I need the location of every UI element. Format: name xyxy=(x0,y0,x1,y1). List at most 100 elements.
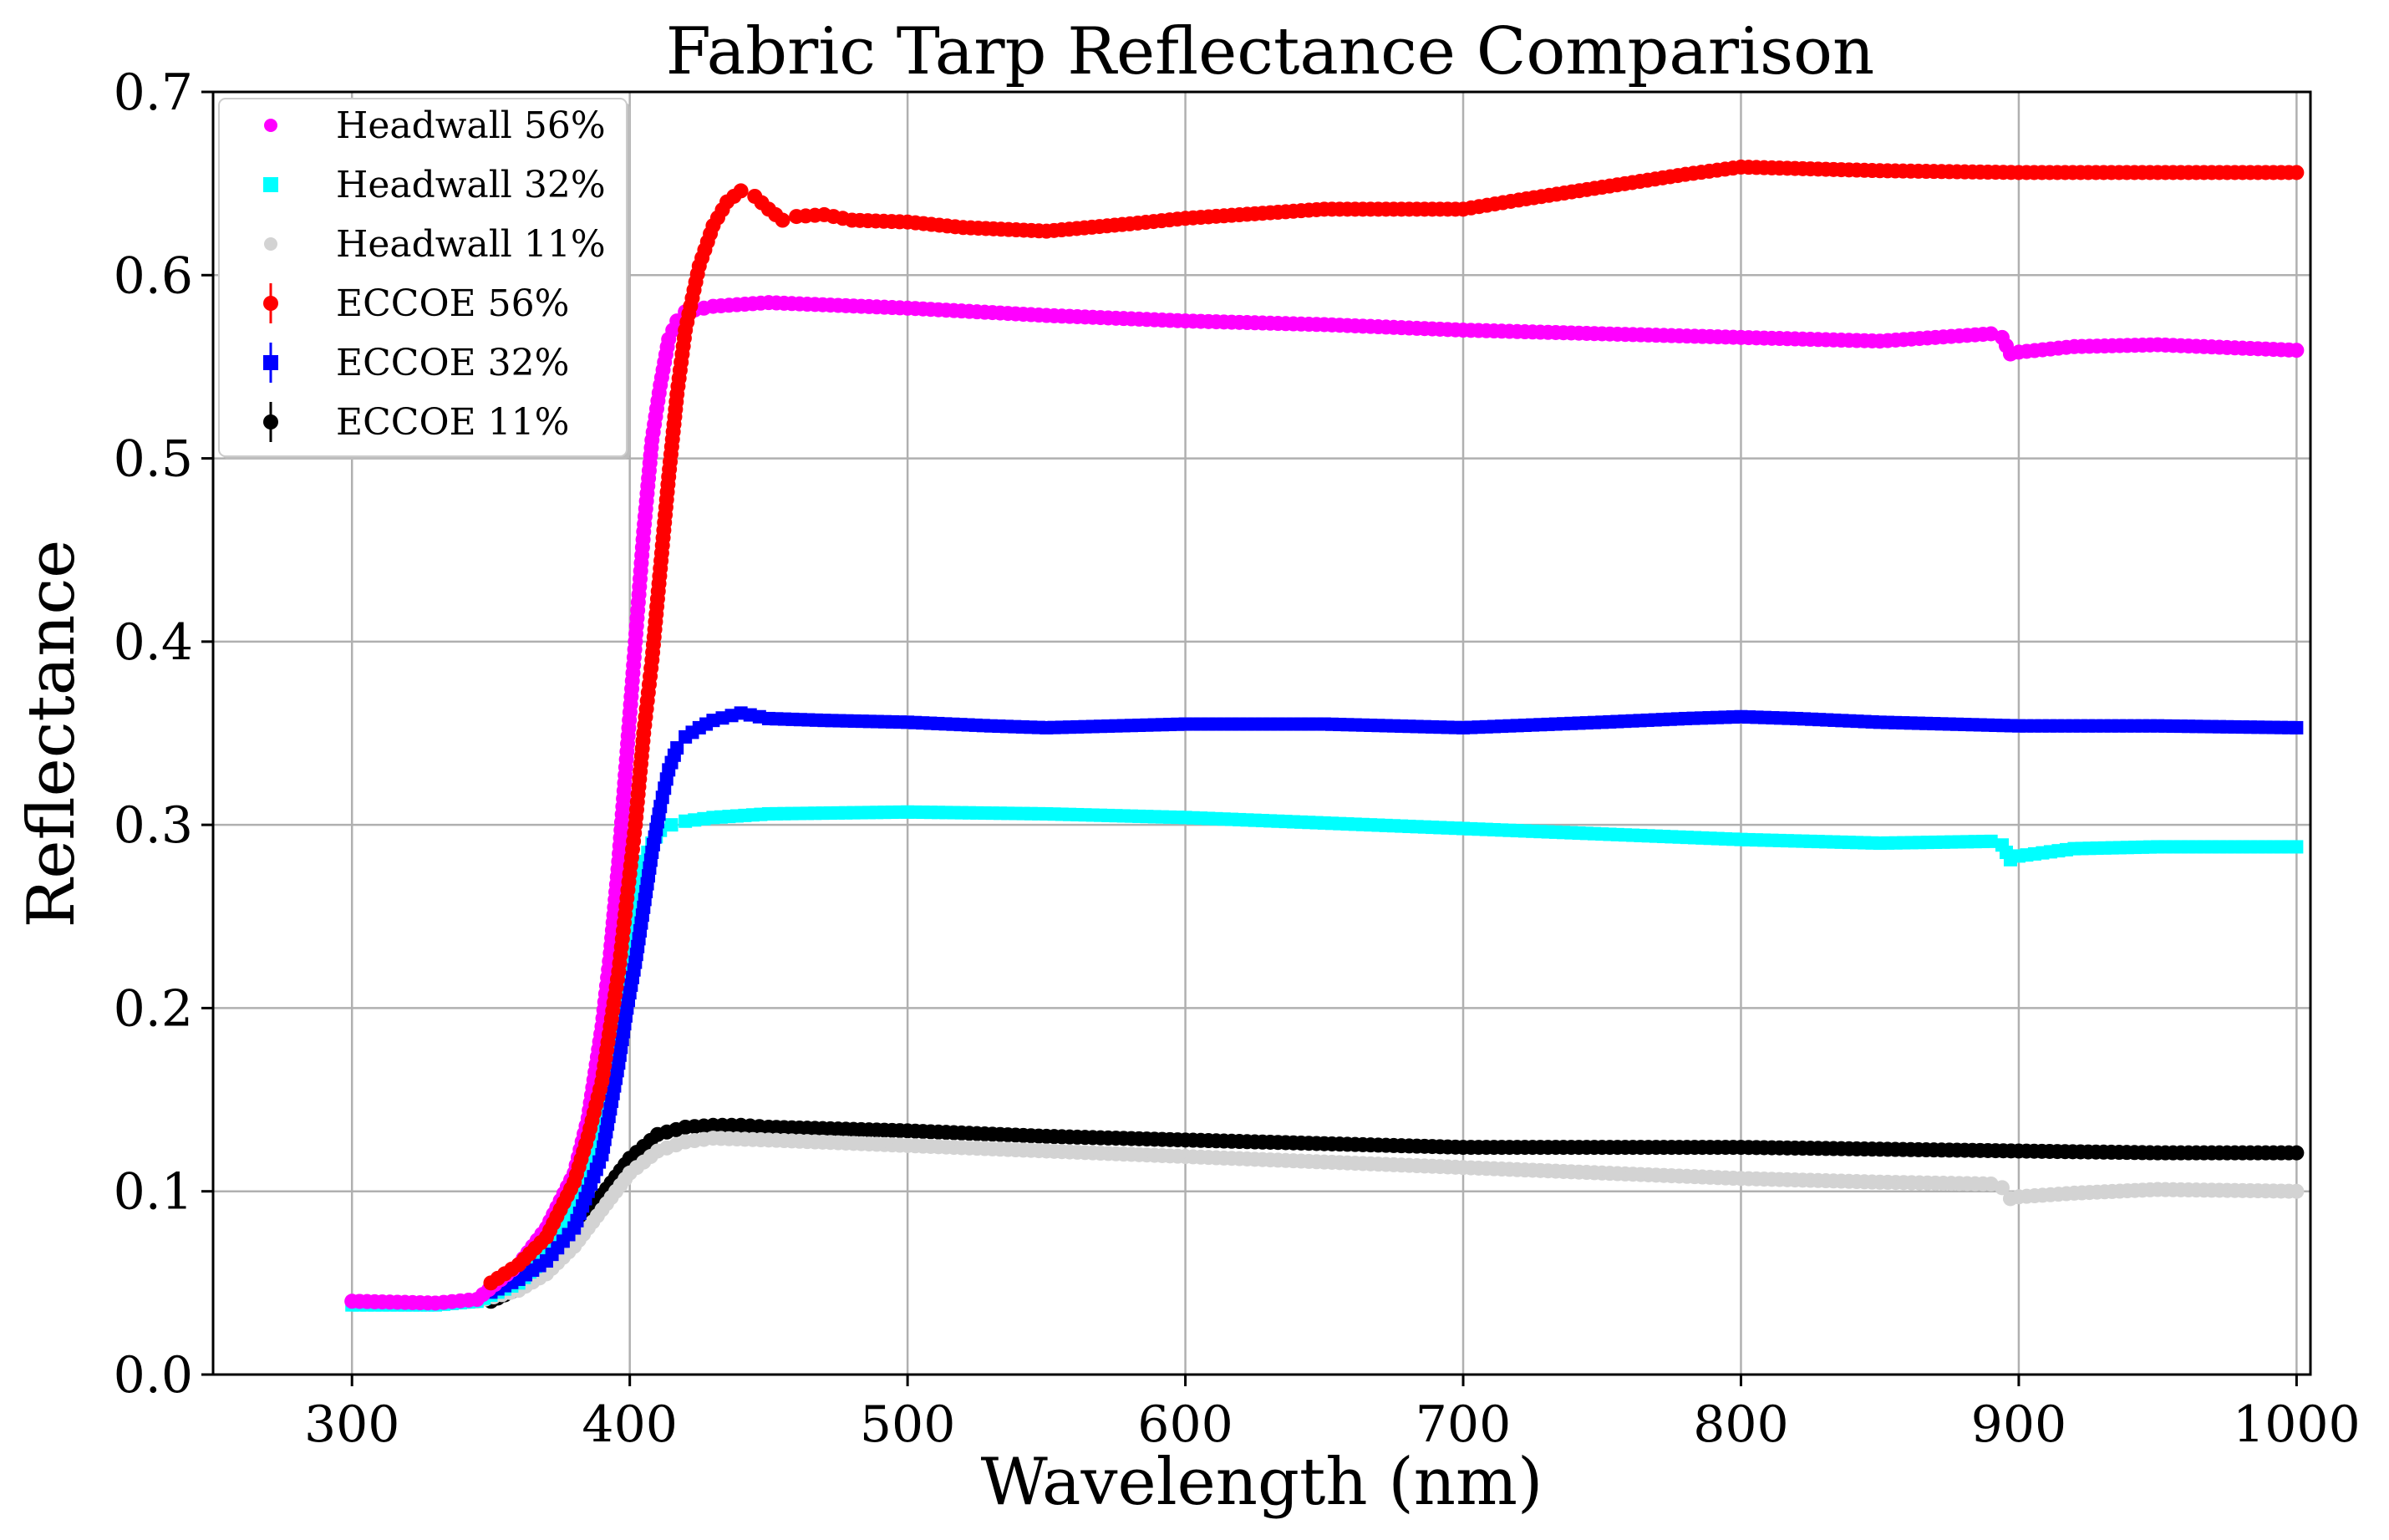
interpolated-marker xyxy=(835,211,851,226)
interpolated-marker xyxy=(1031,223,1047,239)
series-headwall-32- xyxy=(345,805,2304,1312)
interpolated-marker xyxy=(1171,811,1185,825)
interpolated-marker xyxy=(2143,840,2158,854)
interpolated-marker xyxy=(1976,835,1990,849)
interpolated-marker xyxy=(667,748,681,762)
interpolated-marker xyxy=(578,1136,594,1152)
series-eccoe-32- xyxy=(484,706,2304,1299)
interpolated-marker xyxy=(1031,307,1047,323)
y-tick-label: 0.2 xyxy=(114,979,193,1038)
interpolated-marker xyxy=(668,1137,684,1153)
interpolated-marker xyxy=(610,861,626,877)
interpolated-marker xyxy=(1726,329,1741,345)
legend-label: ECCOE 32% xyxy=(336,342,569,384)
legend-marker xyxy=(263,296,278,311)
interpolated-marker xyxy=(753,1132,769,1148)
interpolated-marker xyxy=(601,1026,617,1042)
interpolated-marker xyxy=(1448,821,1462,836)
interpolated-marker xyxy=(2142,165,2158,180)
legend-marker xyxy=(264,119,277,132)
interpolated-marker xyxy=(2142,719,2157,733)
legend-label: Headwall 32% xyxy=(336,164,606,206)
legend-label: ECCOE 56% xyxy=(336,282,569,325)
interpolated-marker xyxy=(2059,842,2073,856)
interpolated-marker xyxy=(1309,317,1324,333)
interpolated-marker xyxy=(578,1192,592,1206)
x-tick-label: 1000 xyxy=(2233,1395,2361,1454)
interpolated-marker xyxy=(1309,717,1324,731)
interpolated-marker xyxy=(1725,160,1741,176)
interpolated-marker xyxy=(668,394,684,409)
interpolated-marker xyxy=(1309,1154,1324,1170)
interpolated-marker xyxy=(643,1149,658,1165)
interpolated-marker xyxy=(532,1258,546,1273)
interpolated-marker xyxy=(652,568,668,584)
interpolated-marker xyxy=(665,323,681,338)
legend-marker xyxy=(263,414,278,429)
legend-label: Headwall 56% xyxy=(336,104,606,147)
interpolated-marker xyxy=(651,385,667,401)
interpolated-marker xyxy=(1726,832,1741,846)
interpolated-marker xyxy=(1447,1139,1463,1155)
series-layer xyxy=(344,159,2305,1312)
interpolated-marker xyxy=(1031,1143,1047,1159)
series-eccoe-11- xyxy=(483,1117,2305,1309)
interpolated-marker xyxy=(1309,816,1324,830)
legend-label: ECCOE 11% xyxy=(336,401,569,444)
interpolated-marker xyxy=(659,772,673,786)
x-axis-ticks: 300 400 500 600 700 800 900 1000 xyxy=(304,1375,2361,1454)
interpolated-marker xyxy=(659,339,675,355)
interpolated-marker xyxy=(610,1064,624,1078)
interpolated-marker xyxy=(2281,1183,2297,1199)
x-tick-label: 500 xyxy=(860,1395,956,1454)
interpolated-marker xyxy=(618,1172,633,1187)
interpolated-marker xyxy=(703,226,719,241)
interpolated-marker xyxy=(751,1119,767,1135)
interpolated-marker xyxy=(668,1121,684,1137)
legend-label: Headwall 11% xyxy=(336,223,606,266)
plot-frame xyxy=(211,90,2312,1376)
interpolated-marker xyxy=(696,1118,712,1134)
interpolated-marker xyxy=(1115,216,1131,232)
interpolated-marker xyxy=(563,1181,579,1197)
interpolated-marker xyxy=(1670,712,1685,726)
interpolated-marker xyxy=(2058,339,2074,355)
legend-marker xyxy=(264,237,277,251)
interpolated-marker xyxy=(976,719,990,733)
interpolated-marker xyxy=(643,440,659,455)
interpolated-marker xyxy=(533,1235,549,1251)
interpolated-marker xyxy=(1587,1140,1603,1156)
y-tick-label: 0.4 xyxy=(114,613,193,672)
interpolated-marker xyxy=(753,295,769,311)
x-axis-label: Wavelength (nm) xyxy=(981,1445,1543,1520)
interpolated-marker xyxy=(2281,342,2297,358)
interpolated-marker xyxy=(754,195,770,211)
interpolated-marker xyxy=(752,709,766,724)
data-point xyxy=(664,818,679,832)
y-tick-label: 0.6 xyxy=(114,247,193,305)
interpolated-marker xyxy=(549,1208,565,1224)
interpolated-marker xyxy=(948,219,963,235)
interpolated-marker xyxy=(1782,711,1796,725)
interpolated-marker xyxy=(1975,327,1991,343)
interpolated-marker xyxy=(685,725,699,740)
interpolated-marker xyxy=(562,1227,576,1242)
interpolated-marker xyxy=(1170,1148,1186,1164)
interpolated-marker xyxy=(1309,1136,1324,1151)
interpolated-marker xyxy=(697,811,711,826)
x-tick-label: 900 xyxy=(1971,1395,2067,1454)
interpolated-marker xyxy=(754,807,768,821)
interpolated-marker xyxy=(1998,338,2014,353)
interpolated-marker xyxy=(643,660,659,676)
interpolated-marker xyxy=(635,733,651,749)
interpolated-marker xyxy=(696,1131,712,1147)
interpolated-marker xyxy=(2003,165,2019,180)
interpolated-marker xyxy=(1587,1165,1603,1181)
x-tick-label: 400 xyxy=(582,1395,678,1454)
interpolated-marker xyxy=(892,300,907,316)
interpolated-marker xyxy=(807,207,823,223)
interpolated-marker xyxy=(652,807,666,821)
interpolated-marker xyxy=(724,1117,740,1133)
interpolated-marker xyxy=(1999,846,2013,860)
interpolated-marker xyxy=(768,206,784,222)
